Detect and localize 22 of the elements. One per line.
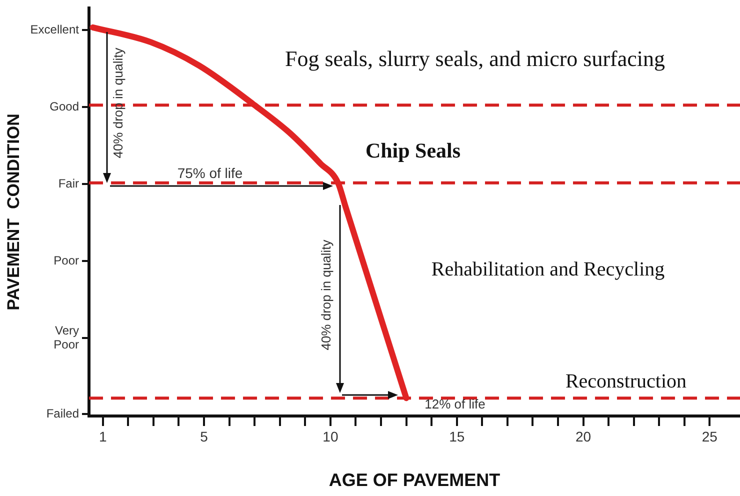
- annotation: Reconstruction: [565, 370, 687, 392]
- annotation: 75% of life: [177, 164, 243, 181]
- x-tick-label: 5: [200, 428, 208, 444]
- annotation: 12% of life: [424, 396, 486, 412]
- text: Very Poor: [54, 323, 79, 352]
- annotation: Chip Seals: [365, 138, 461, 162]
- y-axis-title: PAVEMENT CONDITION: [4, 114, 23, 310]
- text: Excellent: [30, 22, 80, 36]
- x-axis-title: AGE OF PAVEMENT: [328, 470, 500, 490]
- text: Failed: [46, 406, 79, 420]
- annotation: Fog seals, slurry seals, and micro surfacing: [284, 46, 666, 71]
- x-tick-label: 10: [322, 428, 338, 444]
- text: Poor: [54, 253, 79, 268]
- text: Fair: [58, 176, 79, 190]
- x-tick-label: 25: [702, 428, 718, 444]
- annotation: 40% drop in quality: [110, 47, 126, 158]
- x-tick-label: 15: [449, 428, 465, 444]
- x-tick-label: 20: [575, 428, 592, 444]
- annotation: 40% drop in quality: [318, 239, 334, 350]
- x-tick-label: 1: [99, 428, 108, 444]
- annotation: Rehabilitation and Recycling: [431, 258, 665, 280]
- text: Good: [50, 99, 79, 114]
